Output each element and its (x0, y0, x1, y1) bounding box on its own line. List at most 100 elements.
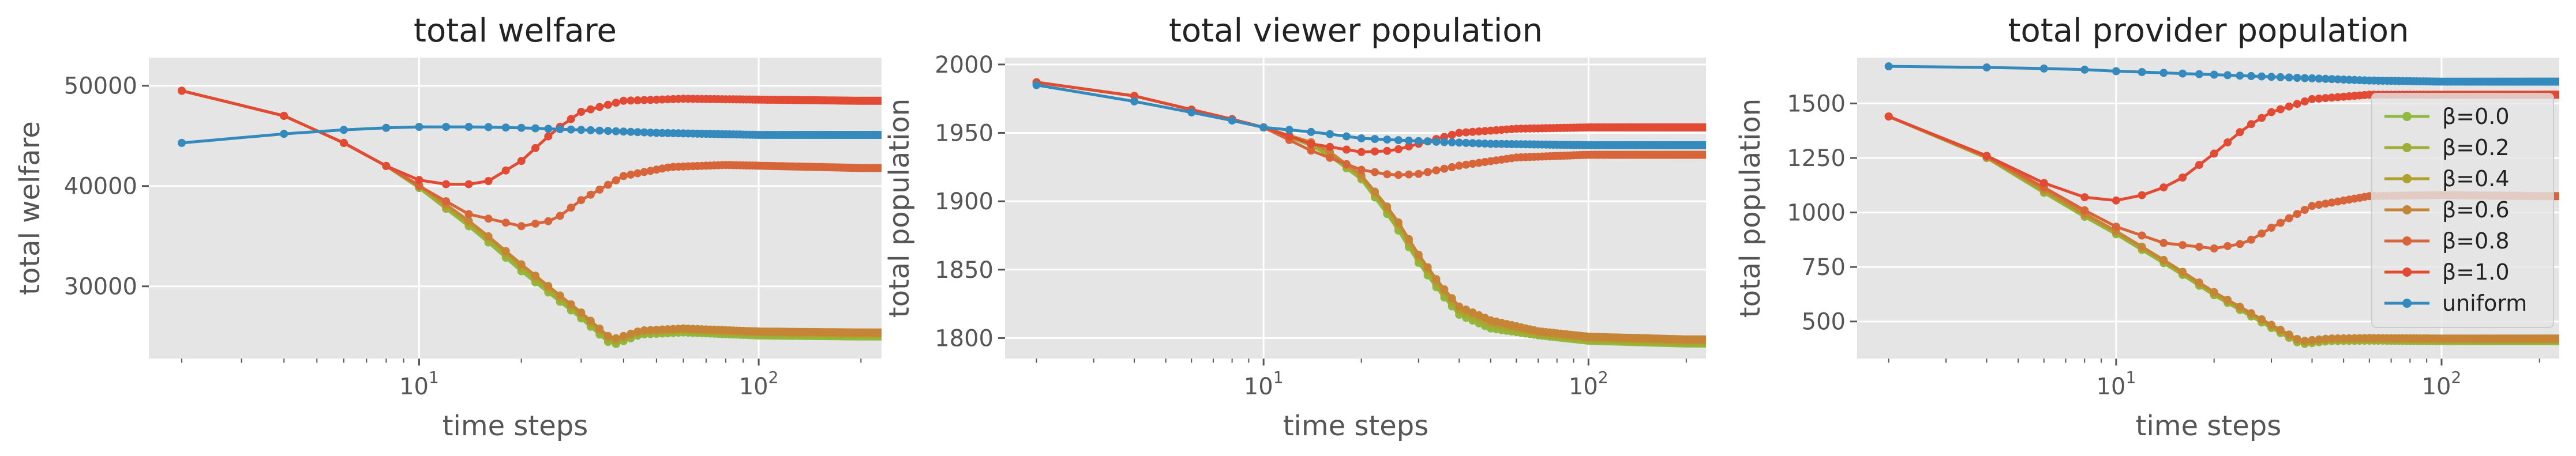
data-point-uniform (1455, 138, 1464, 147)
data-point-beta-0-6 (1394, 218, 1403, 227)
data-point-uniform (1130, 97, 1139, 105)
data-point-uniform (2276, 73, 2285, 81)
legend-label: β=0.0 (2442, 104, 2510, 129)
legend-swatch-marker (2402, 236, 2412, 246)
data-point-beta-1-0 (2112, 196, 2120, 205)
data-point-beta-1-0 (339, 138, 348, 147)
data-point-beta-0-6 (627, 329, 635, 338)
x-tick-base: 10 (2097, 374, 2126, 400)
data-point-beta-1-0 (2555, 91, 2559, 99)
y-tick-label: 750 (1802, 254, 1846, 281)
data-point-beta-1-0 (1468, 127, 1477, 136)
data-point-beta-1-0 (501, 166, 510, 175)
data-point-beta-0-8 (1468, 160, 1477, 168)
data-point-uniform (1982, 63, 1991, 71)
data-point-beta-0-8 (2315, 201, 2323, 209)
data-point-beta-0-8 (1342, 160, 1351, 168)
legend-label: β=0.6 (2442, 197, 2510, 223)
data-point-uniform (2321, 74, 2330, 83)
data-point-beta-0-6 (2210, 288, 2218, 296)
data-point-uniform (382, 123, 391, 132)
data-point-beta-1-0 (633, 96, 642, 104)
x-tick-base: 10 (1244, 374, 1273, 400)
data-point-beta-0-8 (1405, 170, 1413, 179)
data-point-beta-1-0 (1307, 140, 1315, 148)
data-point-uniform (2285, 73, 2293, 82)
data-point-uniform (1383, 135, 1392, 144)
y-tick-label: 1900 (935, 189, 993, 215)
data-point-beta-1-0 (517, 157, 526, 165)
data-point-uniform (517, 123, 526, 132)
data-point-beta-0-6 (2138, 242, 2146, 251)
data-point-beta-0-6 (2300, 337, 2309, 345)
x-tick-exponent: 2 (1598, 368, 1608, 387)
y-axis-label: total welfare (14, 121, 46, 295)
data-point-beta-1-0 (567, 115, 575, 123)
x-tick-label: 101 (2097, 368, 2136, 400)
data-point-beta-1-0 (484, 177, 493, 185)
data-point-beta-1-0 (627, 96, 635, 105)
data-point-uniform (442, 123, 451, 131)
data-point-uniform (2112, 67, 2120, 76)
y-tick-label: 1950 (935, 120, 993, 147)
data-point-beta-0-8 (415, 182, 423, 190)
data-point-uniform (1032, 81, 1041, 89)
data-point-beta-1-0 (1982, 152, 1991, 160)
data-point-uniform (1432, 137, 1441, 146)
data-point-beta-0-6 (464, 217, 473, 225)
legend-swatch-marker (2402, 143, 2412, 152)
x-tick-base: 10 (2422, 374, 2451, 400)
data-point-uniform (2308, 74, 2316, 82)
legend-box (2371, 93, 2554, 328)
y-tick-label: 1500 (1787, 91, 1846, 117)
data-point-beta-1-0 (586, 105, 595, 114)
data-point-beta-0-8 (633, 169, 642, 178)
data-point-beta-0-8 (2293, 210, 2301, 218)
data-point-beta-0-6 (2247, 309, 2255, 318)
data-point-uniform (556, 125, 564, 134)
x-axis-label: time steps (2136, 410, 2282, 442)
data-point-beta-0-6 (1455, 302, 1464, 311)
data-point-beta-1-0 (2039, 179, 2048, 187)
data-point-uniform (1187, 108, 1196, 116)
data-point-uniform (612, 127, 620, 135)
data-point-beta-0-8 (1371, 168, 1379, 176)
plot-area (1032, 78, 1706, 348)
data-point-uniform (1259, 123, 1268, 131)
data-point-beta-1-0 (1475, 127, 1483, 135)
data-point-beta-0-8 (2300, 206, 2309, 214)
data-point-beta-0-8 (1357, 165, 1366, 174)
data-point-beta-0-8 (2223, 242, 2232, 250)
data-point-uniform (464, 123, 473, 131)
data-point-beta-0-6 (1371, 187, 1379, 196)
data-point-beta-0-8 (1307, 146, 1315, 155)
y-tick-label: 50000 (64, 73, 137, 100)
data-point-uniform (878, 131, 882, 139)
data-point-beta-0-8 (619, 172, 628, 180)
data-point-uniform (586, 126, 595, 134)
data-point-beta-0-8 (1394, 171, 1403, 179)
data-point-uniform (544, 125, 553, 133)
data-point-uniform (619, 127, 628, 136)
data-point-beta-1-0 (1462, 128, 1471, 137)
data-point-uniform (1342, 132, 1351, 141)
data-point-beta-0-8 (464, 210, 473, 218)
data-point-beta-0-6 (586, 316, 595, 325)
data-point-beta-1-0 (1371, 147, 1379, 156)
data-point-beta-1-0 (2080, 193, 2089, 202)
data-point-beta-1-0 (1884, 112, 1893, 121)
data-point-beta-1-0 (1455, 129, 1464, 137)
data-point-beta-0-8 (1462, 160, 1471, 169)
data-point-beta-0-6 (567, 300, 575, 308)
data-point-beta-0-8 (1455, 161, 1464, 170)
data-point-uniform (280, 130, 288, 138)
data-point-beta-0-6 (556, 291, 564, 300)
data-point-uniform (415, 123, 423, 131)
plot-area (178, 86, 882, 348)
data-point-beta-1-0 (577, 108, 586, 116)
chart-title: total provider population (2008, 12, 2409, 50)
data-point-beta-0-8 (501, 218, 510, 227)
